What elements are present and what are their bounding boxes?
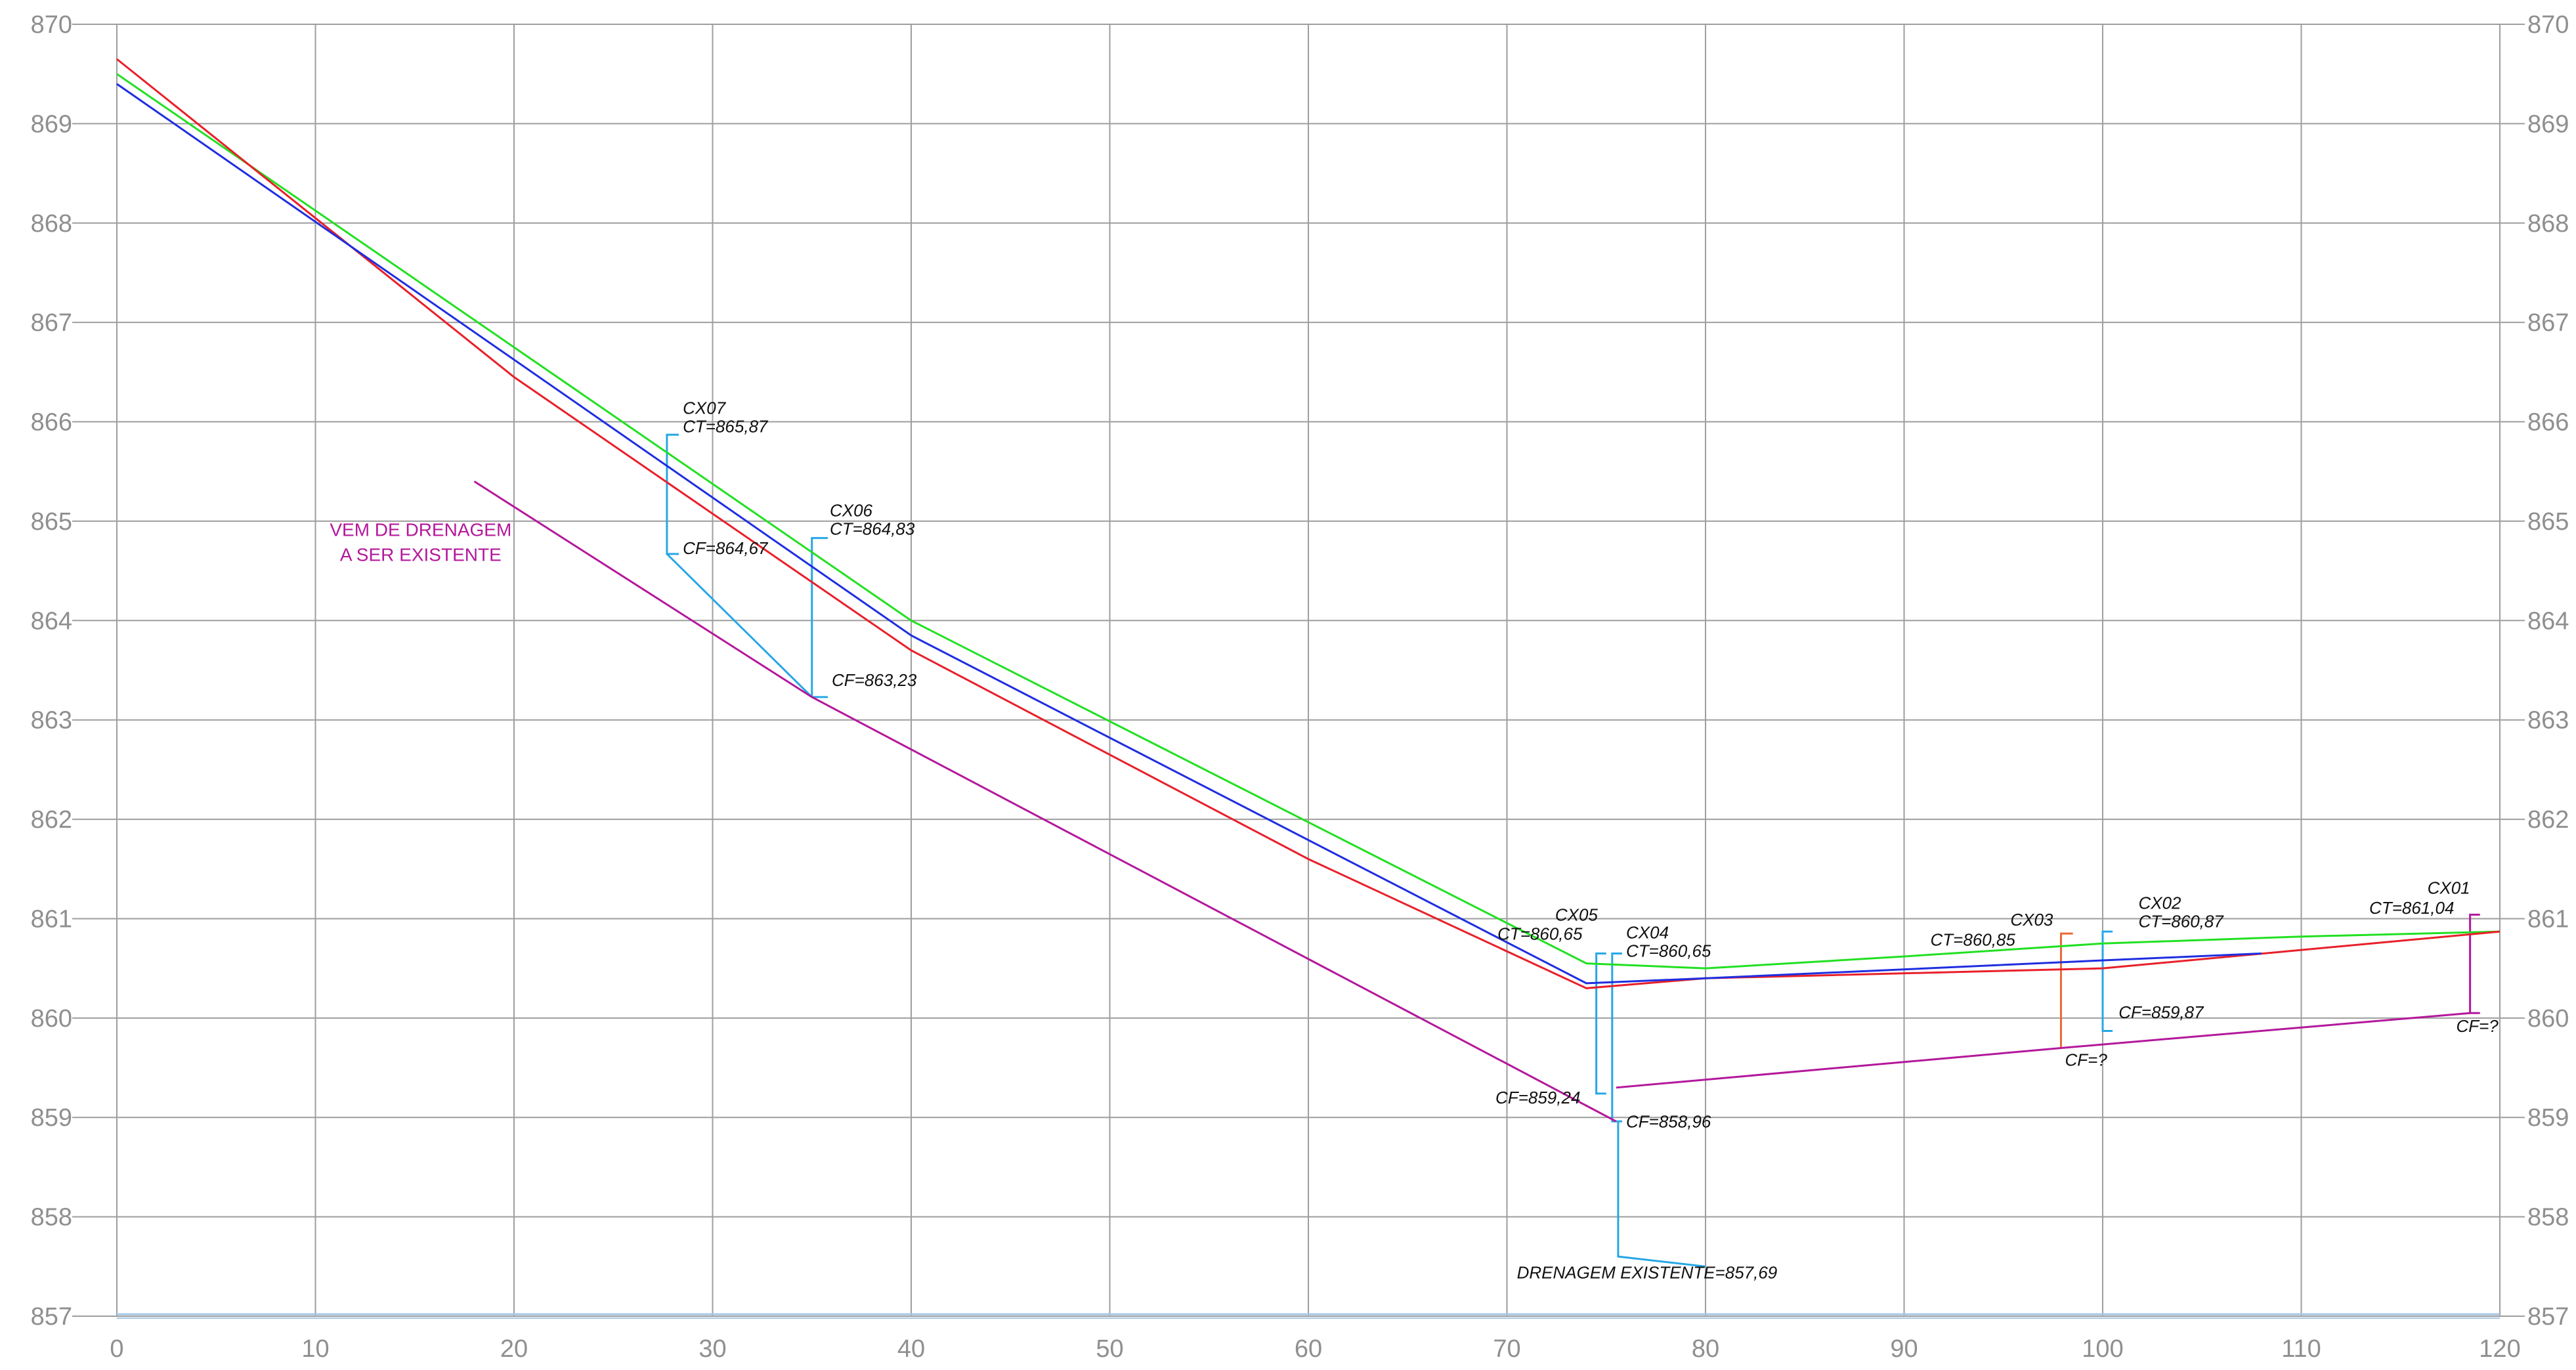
x-tick-label: 80 bbox=[1692, 1335, 1719, 1363]
y-tick-label-right: 868 bbox=[2527, 210, 2569, 238]
x-tick-label: 20 bbox=[500, 1335, 528, 1363]
series-line-green bbox=[116, 73, 2501, 970]
annotation-text: CX04 bbox=[1626, 923, 1669, 943]
y-tick-label-right: 863 bbox=[2527, 707, 2569, 735]
annotation-text: CT=860,65 bbox=[1497, 924, 1583, 943]
annotation-text: CX05 bbox=[1555, 905, 1599, 924]
x-tick-label: 50 bbox=[1096, 1335, 1123, 1363]
y-tick-label-right: 867 bbox=[2527, 309, 2569, 337]
y-tick-label-right: 861 bbox=[2527, 905, 2569, 933]
y-tick-label-left: 866 bbox=[31, 409, 72, 437]
x-tick-label: 70 bbox=[1493, 1335, 1520, 1363]
y-tick-label-right: 859 bbox=[2527, 1104, 2569, 1132]
x-tick-label: 100 bbox=[2082, 1335, 2123, 1363]
series-line-red bbox=[116, 58, 2501, 989]
drainage-label-line: VEM DE DRENAGEM bbox=[330, 520, 511, 540]
annotation-text: CT=860,85 bbox=[1931, 930, 2016, 949]
y-tick-label-left: 865 bbox=[31, 508, 72, 536]
annotation-text: CT=860,65 bbox=[1626, 941, 1711, 961]
existing-drain-leader bbox=[1617, 1121, 1706, 1268]
series-line-magenta bbox=[473, 481, 1617, 1123]
y-tick-label-left: 858 bbox=[31, 1204, 72, 1231]
annotation-text: CX02 bbox=[2138, 893, 2181, 912]
y-tick-label-right: 866 bbox=[2527, 409, 2569, 437]
y-tick-label-right: 864 bbox=[2527, 607, 2569, 635]
y-tick-label-right: 857 bbox=[2527, 1303, 2569, 1331]
y-tick-label-left: 861 bbox=[31, 905, 72, 933]
drainage-label-line: A SER EXISTENTE bbox=[340, 545, 502, 565]
annotation-text: CX07 bbox=[683, 398, 727, 417]
y-tick-label-right: 869 bbox=[2527, 110, 2569, 138]
y-tick-label-right: 862 bbox=[2527, 806, 2569, 834]
annotation-text: CX06 bbox=[830, 500, 873, 520]
x-tick-label: 30 bbox=[698, 1335, 726, 1363]
x-tick-labels: 0 10 20 30 40 50 60 70 80 90 100 110 120 bbox=[110, 1335, 2520, 1363]
cx01-structure bbox=[2469, 913, 2480, 1014]
grid bbox=[116, 24, 2501, 1317]
y-tick-label-left: 864 bbox=[31, 607, 72, 635]
annotation-text: CX01 bbox=[2428, 878, 2470, 898]
x-tick-label: 110 bbox=[2281, 1335, 2321, 1363]
series-line-blue bbox=[116, 83, 2262, 985]
cx02-structure bbox=[2101, 930, 2113, 1033]
annotation-text: DRENAGEM EXISTENTE=857,69 bbox=[1517, 1262, 1778, 1282]
annotation-text: CF=859,87 bbox=[2118, 1002, 2204, 1022]
y-tick-label-left: 863 bbox=[31, 707, 72, 735]
annotation-text: CF=859,24 bbox=[1495, 1088, 1580, 1107]
y-tick-label-left: 869 bbox=[31, 110, 72, 138]
x-tick-label: 90 bbox=[1890, 1335, 1918, 1363]
y-tick-label-left: 870 bbox=[31, 11, 72, 39]
y-tick-label-left: 867 bbox=[31, 309, 72, 337]
x-tick-label: 60 bbox=[1295, 1335, 1322, 1363]
y-tick-label-left: 862 bbox=[31, 806, 72, 834]
annotation-text: CT=860,87 bbox=[2138, 911, 2224, 931]
y-tick-label-right: 870 bbox=[2527, 11, 2569, 39]
cx06-structure bbox=[811, 537, 828, 697]
cx07-structure bbox=[666, 433, 679, 555]
x-tick-label: 0 bbox=[110, 1335, 123, 1363]
annotation-text: CT=865,87 bbox=[683, 416, 769, 436]
drainage-label: VEM DE DRENAGEM A SER EXISTENTE bbox=[330, 520, 511, 565]
x-tick-label: 120 bbox=[2479, 1335, 2520, 1363]
x-axis-baseline bbox=[117, 1313, 2500, 1319]
y-tick-label-left: 857 bbox=[31, 1303, 72, 1331]
annotation-text: CF=? bbox=[2065, 1050, 2108, 1070]
annotation-text: CF=863,23 bbox=[832, 670, 917, 690]
y-tick-label-right: 865 bbox=[2527, 508, 2569, 536]
annotation-text: CT=861,04 bbox=[2369, 898, 2454, 918]
cx04-structure bbox=[1611, 952, 1622, 1123]
manhole-structures bbox=[666, 433, 2480, 1268]
annotation-text: CT=864,83 bbox=[830, 519, 915, 538]
x-tick-label: 10 bbox=[301, 1335, 329, 1363]
y-tick-label-left: 860 bbox=[31, 1005, 72, 1033]
y-tick-label-right: 860 bbox=[2527, 1005, 2569, 1033]
y-tick-labels: 857 857 858 858 859 859 860 860 861 861 862 862 863 8… bbox=[31, 11, 2569, 1331]
y-tick-label-left: 868 bbox=[31, 210, 72, 238]
annotation-text: CF=? bbox=[2456, 1016, 2499, 1036]
annotation-text: CX03 bbox=[2010, 910, 2053, 930]
series-line-magenta bbox=[1616, 1012, 2470, 1089]
y-tick-label-left: 859 bbox=[31, 1104, 72, 1132]
annotation-text: CF=864,67 bbox=[683, 538, 769, 558]
annotation-text: CF=858,96 bbox=[1626, 1111, 1711, 1131]
y-tick-label-right: 858 bbox=[2527, 1204, 2569, 1231]
cx03-structure bbox=[2059, 932, 2073, 1048]
cx05-structure bbox=[1595, 952, 1606, 1095]
profile-series bbox=[116, 58, 2501, 1123]
x-tick-label: 40 bbox=[897, 1335, 925, 1363]
